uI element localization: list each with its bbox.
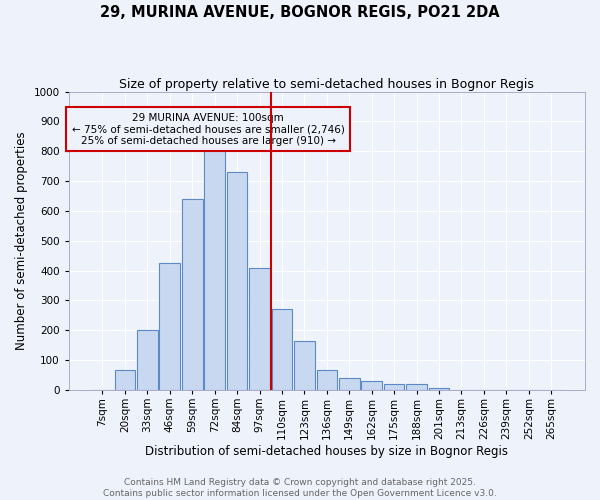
Bar — [227, 172, 247, 390]
X-axis label: Distribution of semi-detached houses by size in Bognor Regis: Distribution of semi-detached houses by … — [145, 444, 508, 458]
Y-axis label: Number of semi-detached properties: Number of semi-detached properties — [15, 132, 28, 350]
Bar — [160, 263, 180, 390]
Title: Size of property relative to semi-detached houses in Bognor Regis: Size of property relative to semi-detach… — [119, 78, 534, 90]
Bar — [361, 381, 382, 390]
Bar — [115, 370, 135, 390]
Bar — [272, 310, 292, 390]
Bar — [205, 146, 225, 390]
Bar — [137, 330, 158, 390]
Bar — [339, 378, 359, 390]
Bar — [406, 384, 427, 390]
Text: 29, MURINA AVENUE, BOGNOR REGIS, PO21 2DA: 29, MURINA AVENUE, BOGNOR REGIS, PO21 2D… — [100, 5, 500, 20]
Bar — [317, 370, 337, 390]
Text: 29 MURINA AVENUE: 100sqm
← 75% of semi-detached houses are smaller (2,746)
25% o: 29 MURINA AVENUE: 100sqm ← 75% of semi-d… — [71, 112, 344, 146]
Bar — [294, 340, 315, 390]
Bar — [182, 199, 203, 390]
Text: Contains HM Land Registry data © Crown copyright and database right 2025.
Contai: Contains HM Land Registry data © Crown c… — [103, 478, 497, 498]
Bar — [249, 268, 270, 390]
Bar — [384, 384, 404, 390]
Bar — [429, 388, 449, 390]
